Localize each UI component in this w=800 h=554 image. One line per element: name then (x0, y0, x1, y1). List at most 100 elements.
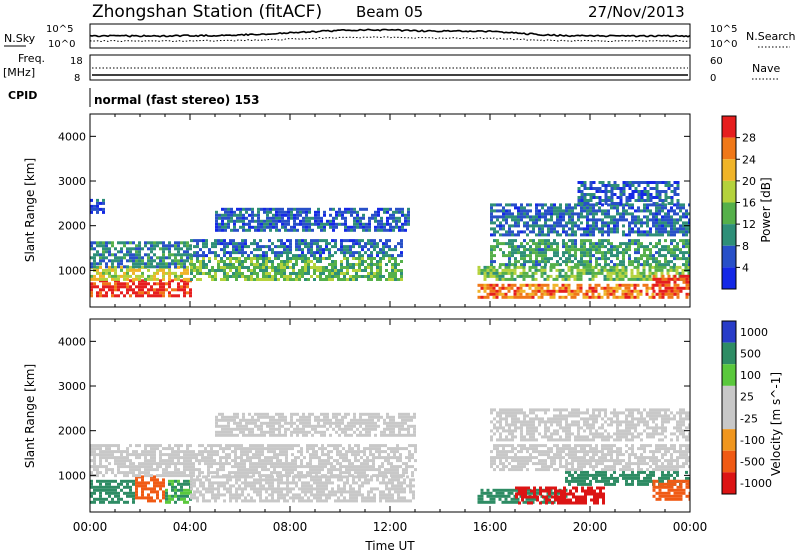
velocity-cell (257, 427, 260, 431)
power-cell (221, 228, 224, 232)
velocity-cell (111, 497, 114, 501)
power-cell (99, 274, 102, 278)
power-cell (492, 265, 496, 269)
power-cell (111, 294, 114, 298)
velocity-cell (273, 450, 276, 454)
velocity-cell (414, 450, 417, 454)
power-cell (664, 248, 667, 252)
power-cell (290, 213, 293, 217)
power-cell (114, 274, 117, 278)
velocity-cell (277, 490, 280, 494)
velocity-cell (201, 456, 204, 460)
power-cell (565, 248, 568, 252)
velocity-cell (309, 459, 312, 463)
power-cell (177, 274, 180, 278)
velocity-cell (120, 497, 123, 501)
velocity-cell (388, 478, 391, 482)
power-cell (265, 275, 268, 278)
power-cell (313, 242, 316, 246)
power-cell (364, 266, 367, 269)
velocity-cell (271, 499, 274, 503)
velocity-cell (123, 456, 126, 460)
power-cell (598, 257, 601, 261)
power-colorbar-tick-label: 16 (742, 197, 756, 210)
power-colorbar-segment (722, 137, 736, 160)
power-cell (636, 283, 640, 287)
power-cell (102, 285, 105, 289)
velocity-cell (153, 456, 156, 460)
velocity-cell (105, 482, 108, 486)
velocity-cell (99, 491, 102, 495)
power-cell (564, 277, 568, 281)
power-cell (565, 224, 568, 228)
velocity-cell (382, 493, 385, 497)
velocity-cell (331, 493, 334, 497)
power-cell (290, 228, 293, 232)
power-cell (292, 269, 295, 272)
velocity-cell (292, 499, 295, 503)
power-cell (595, 221, 598, 225)
power-cell (619, 212, 622, 216)
power-cell (507, 283, 511, 287)
velocity-heatmap (90, 408, 690, 505)
power-cell (223, 245, 226, 249)
velocity-cell (284, 433, 287, 437)
power-cell (177, 244, 180, 248)
power-cell (344, 219, 347, 223)
power-cell (120, 268, 123, 272)
power-cell (269, 207, 272, 211)
power-cell (397, 278, 400, 281)
power-cell (633, 274, 637, 278)
velocity-cell (183, 462, 186, 466)
power-cell (227, 207, 230, 211)
power-cell (229, 254, 232, 258)
power-cell (664, 224, 667, 228)
power-cell (352, 275, 355, 278)
velocity-cell (144, 471, 147, 475)
power-cell (486, 265, 490, 269)
velocity-cell (180, 491, 183, 495)
velocity-cell (235, 487, 238, 491)
power-cell (562, 245, 565, 249)
power-cell (526, 212, 529, 216)
power-cell (688, 221, 690, 225)
velocity-cell (264, 462, 267, 466)
velocity-cell (129, 494, 132, 498)
power-cell (229, 239, 232, 243)
velocity-cell (108, 462, 111, 466)
power-cell (598, 245, 601, 249)
power-cell (658, 218, 661, 222)
power-cell (622, 230, 625, 234)
velocity-cell (102, 474, 105, 478)
power-ylabel: Slant Range [km] (23, 158, 37, 262)
velocity-cell (367, 478, 370, 482)
power-cell (519, 283, 523, 287)
power-cell (646, 257, 649, 261)
velocity-cell (301, 481, 304, 485)
power-cell (211, 266, 214, 269)
power-cell (392, 228, 395, 232)
power-cell (541, 227, 544, 231)
power-cell (667, 212, 670, 216)
velocity-cell (244, 496, 247, 500)
power-cell (256, 278, 259, 281)
power-cell (96, 204, 99, 208)
power-cell (535, 203, 538, 207)
velocity-cell (281, 412, 284, 416)
velocity-cell (249, 459, 252, 463)
power-cell (676, 193, 680, 196)
velocity-cell (291, 447, 294, 451)
power-cell (117, 282, 120, 286)
power-cell (667, 277, 671, 281)
power-cell (685, 295, 689, 299)
power-cell (523, 212, 526, 216)
power-cell (624, 271, 628, 275)
power-cell (619, 215, 622, 219)
velocity-cell (298, 493, 301, 497)
power-cell (186, 253, 189, 257)
power-cell (607, 215, 610, 219)
power-cell (546, 283, 550, 287)
power-cell (682, 212, 685, 216)
power-cell (670, 209, 673, 213)
velocity-cell (177, 450, 180, 454)
